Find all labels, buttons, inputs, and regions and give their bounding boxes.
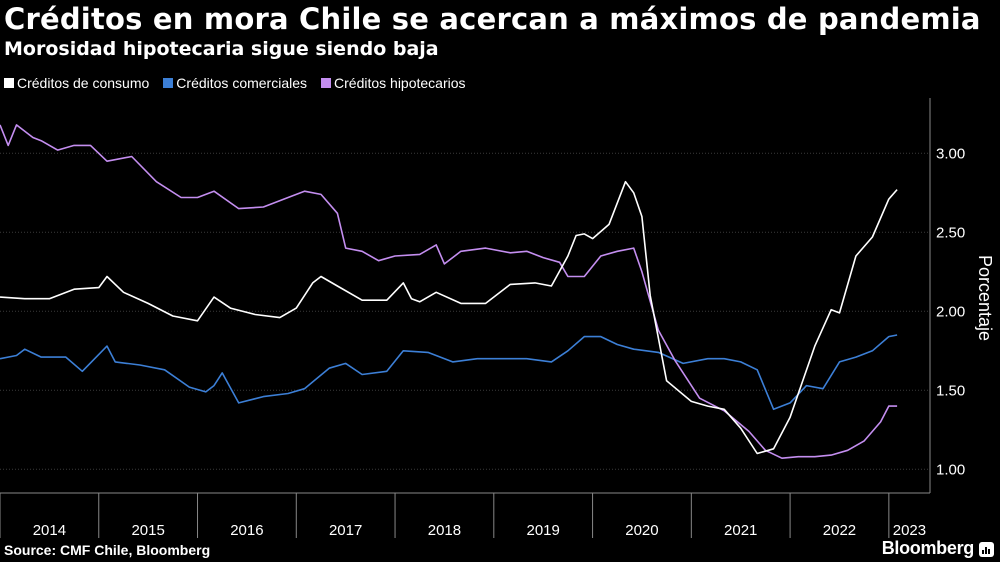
chart-subtitle: Morosidad hipotecaria sigue siendo baja xyxy=(4,38,439,60)
y-axis-label: Porcentaje xyxy=(975,255,995,341)
x-tick-label: 2022 xyxy=(823,522,856,539)
source-note: Source: CMF Chile, Bloomberg xyxy=(4,542,211,558)
y-tick-label: 3.00 xyxy=(936,145,965,162)
x-tick-label: 2021 xyxy=(724,522,757,539)
y-tick-label: 1.50 xyxy=(936,382,965,399)
x-tick-label: 2016 xyxy=(230,522,263,539)
x-tick-label: 2019 xyxy=(526,522,559,539)
x-tick-label: 2014 xyxy=(33,522,66,539)
legend-swatch-consumo xyxy=(4,78,14,88)
legend-label-comerciales: Créditos comerciales xyxy=(176,75,308,91)
legend-item-consumo: Créditos de consumo xyxy=(4,75,149,91)
legend-label-hipotecarios: Créditos hipotecarios xyxy=(334,75,466,91)
legend-swatch-hipotecarios xyxy=(321,78,332,88)
legend-item-hipotecarios: Créditos hipotecarios xyxy=(321,75,466,91)
legend: Créditos de consumo Créditos comerciales… xyxy=(4,75,466,91)
legend-swatch-comerciales xyxy=(163,78,174,88)
legend-label-consumo: Créditos de consumo xyxy=(17,75,150,91)
series-line-comerciales xyxy=(0,334,898,411)
x-tick-label: 2015 xyxy=(131,522,164,539)
bloomberg-chart-icon xyxy=(979,542,994,557)
y-tick-label: 2.00 xyxy=(936,303,965,320)
x-tick-label: 2018 xyxy=(428,522,461,539)
x-tick-label: 2023 xyxy=(893,522,926,539)
y-tick-label: 2.50 xyxy=(936,224,965,241)
bloomberg-logo: Bloomberg xyxy=(881,538,975,558)
x-tick-label: 2020 xyxy=(625,522,658,539)
y-tick-label: 1.00 xyxy=(936,461,965,478)
legend-item-comerciales: Créditos comerciales xyxy=(163,75,307,91)
series-line-hipotecarios xyxy=(0,124,898,459)
chart-title: Créditos en mora Chile se acercan a máxi… xyxy=(4,2,981,36)
x-tick-label: 2017 xyxy=(329,522,362,539)
series-line-consumo xyxy=(0,180,898,455)
